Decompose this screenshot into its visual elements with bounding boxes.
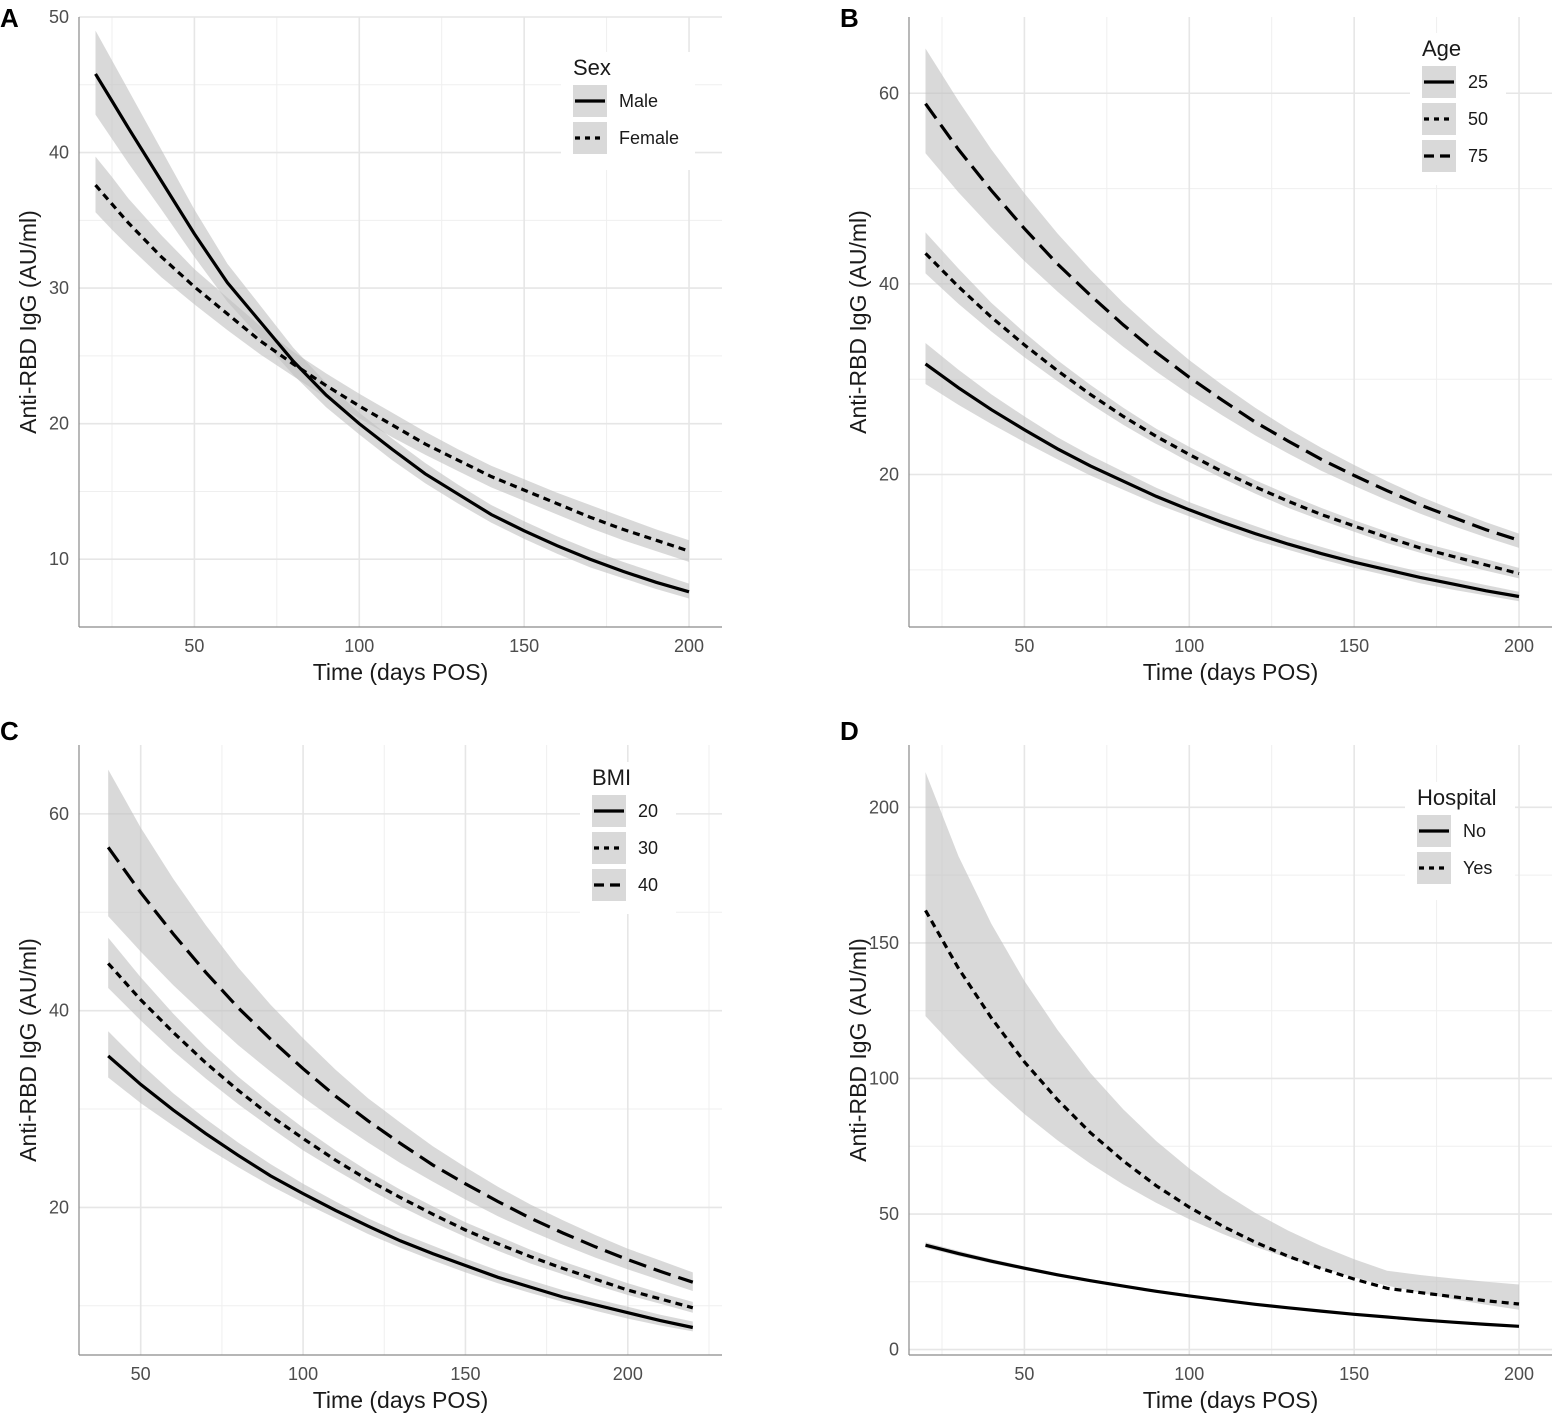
y-axis-title: Anti-RBD IgG (AU/ml): [15, 938, 41, 1162]
x-tick-label: 200: [1504, 636, 1534, 656]
y-tick-label: 20: [49, 414, 69, 434]
series-line-50: [924, 252, 1520, 576]
x-tick-label: 50: [1014, 1364, 1034, 1384]
panel-letter: C: [0, 716, 19, 746]
panel-letter: A: [0, 3, 19, 33]
series-line-25: [924, 362, 1520, 599]
ribbons: [925, 772, 1519, 1328]
legend: BMI 20 30 40: [580, 762, 676, 914]
y-tick-label: 20: [879, 465, 899, 485]
series-lines: [106, 846, 694, 1330]
series-line-no: [925, 1243, 1520, 1328]
y-axis-title: Anti-RBD IgG (AU/ml): [845, 210, 871, 434]
x-tick-label: 50: [131, 1364, 151, 1384]
x-tick-label: 200: [1504, 1364, 1534, 1384]
x-tick-label: 200: [613, 1364, 643, 1384]
legend-label-female: Female: [619, 128, 679, 148]
y-tick-label: 40: [49, 1001, 69, 1021]
x-tick-label: 50: [1014, 636, 1034, 656]
y-tick-label: 40: [879, 274, 899, 294]
legend-label-40: 40: [638, 875, 658, 895]
y-tick-label: 30: [49, 278, 69, 298]
x-axis-title: Time (days POS): [1143, 1387, 1319, 1413]
y-tick-label: 50: [879, 1204, 899, 1224]
x-tick-label: 50: [184, 636, 204, 656]
x-tick-label: 150: [509, 636, 539, 656]
legend-label-yes: Yes: [1463, 858, 1492, 878]
series-line-20: [107, 1054, 694, 1330]
legend-label-50: 50: [1468, 109, 1488, 129]
panel-letter: D: [840, 716, 859, 746]
panel-C: C 50 100 150 200 20 40 60 Time (days POS) Anti-RB…: [0, 716, 722, 1413]
x-tick-label: 150: [450, 1364, 480, 1384]
y-axis-title: Anti-RBD IgG (AU/ml): [15, 210, 41, 434]
legend: Age 25 50 75: [1410, 33, 1506, 185]
legend: Sex Male Female: [561, 52, 695, 170]
x-tick-label: 150: [1339, 636, 1369, 656]
x-tick-label: 100: [344, 636, 374, 656]
x-tick-label: 150: [1339, 1364, 1369, 1384]
panel-letter: B: [840, 3, 859, 33]
series-line-yes: [924, 909, 1520, 1306]
y-tick-label: 60: [879, 83, 899, 103]
grid: [79, 745, 722, 1355]
x-tick-label: 100: [1174, 636, 1204, 656]
series-line-75: [924, 102, 1520, 542]
x-axis-title: Time (days POS): [313, 1387, 489, 1413]
series-line-40: [106, 846, 694, 1284]
ribbons: [95, 30, 689, 599]
panel-D: D 50 100 150 200 0 50 100 150 200 Time (days POS) A…: [840, 716, 1552, 1413]
ci-ribbon-40: [108, 769, 693, 1291]
ci-ribbon-female: [95, 156, 689, 562]
ribbons: [108, 769, 693, 1332]
legend-label-male: Male: [619, 91, 658, 111]
ci-ribbon-yes: [925, 772, 1519, 1310]
panel-A: A 50 100 150 200 10 20 30 40 50 Time (days POS) Ant…: [0, 3, 722, 685]
x-axis-title: Time (days POS): [1143, 659, 1319, 685]
y-tick-label: 50: [49, 7, 69, 27]
x-tick-label: 100: [288, 1364, 318, 1384]
legend: Hospital No Yes: [1405, 782, 1515, 900]
legend-label-20: 20: [638, 801, 658, 821]
y-tick-label: 60: [49, 804, 69, 824]
series-line-male: [94, 73, 690, 594]
legend-title: BMI: [592, 765, 631, 790]
y-axis-title: Anti-RBD IgG (AU/ml): [845, 938, 871, 1162]
panel-B: B 50 100 150 200 20 40 60 Time (days POS) Anti-RB…: [840, 3, 1552, 685]
y-tick-label: 40: [49, 143, 69, 163]
y-tick-label: 20: [49, 1197, 69, 1217]
legend-label-30: 30: [638, 838, 658, 858]
x-tick-label: 100: [1174, 1364, 1204, 1384]
y-tick-label: 0: [889, 1340, 899, 1360]
series-line-30: [107, 962, 694, 1310]
series-lines: [924, 909, 1520, 1328]
legend-title: Hospital: [1417, 785, 1496, 810]
series-line-female: [94, 184, 690, 553]
legend-title: Sex: [573, 55, 611, 80]
series-lines: [94, 73, 690, 594]
y-tick-label: 10: [49, 549, 69, 569]
legend-label-75: 75: [1468, 146, 1488, 166]
series-lines: [924, 102, 1520, 599]
x-tick-label: 200: [674, 636, 704, 656]
y-tick-label: 200: [869, 797, 899, 817]
legend-label-25: 25: [1468, 72, 1488, 92]
x-axis-title: Time (days POS): [313, 659, 489, 685]
legend-title: Age: [1422, 36, 1461, 61]
y-tick-label: 150: [869, 933, 899, 953]
y-tick-label: 100: [869, 1068, 899, 1088]
legend-label-no: No: [1463, 821, 1486, 841]
